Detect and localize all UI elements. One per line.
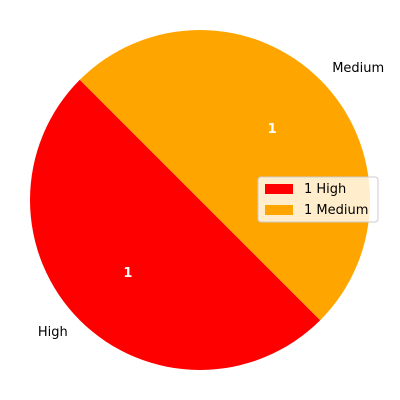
pie-labels: High 1 Medium 1 xyxy=(38,61,384,340)
pie-slice-high xyxy=(30,79,321,371)
slice-label-medium: Medium xyxy=(332,61,384,76)
legend-label: 1 Medium xyxy=(304,203,368,218)
legend-label: 1 High xyxy=(304,182,346,197)
value-label-medium: 1 xyxy=(268,122,277,137)
value-label-high: 1 xyxy=(123,266,132,281)
pie-slices xyxy=(30,30,371,371)
slice-label-high: High xyxy=(38,325,68,340)
legend: 1 High 1 Medium xyxy=(257,176,379,223)
legend-swatch xyxy=(265,205,293,215)
pie-slice-medium xyxy=(79,30,371,321)
legend-swatch xyxy=(265,184,293,194)
